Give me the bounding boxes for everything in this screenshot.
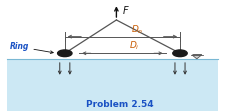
Bar — [7, 59, 218, 111]
Polygon shape — [192, 55, 202, 59]
Circle shape — [173, 50, 187, 57]
Text: Ring: Ring — [10, 42, 29, 51]
Text: $\mathit{D}_i$: $\mathit{D}_i$ — [129, 40, 140, 52]
Text: Problem 2.54: Problem 2.54 — [86, 100, 154, 109]
Circle shape — [58, 50, 72, 57]
Text: $\mathit{F}$: $\mathit{F}$ — [122, 4, 130, 16]
Text: $\mathit{D}_o$: $\mathit{D}_o$ — [131, 23, 143, 36]
